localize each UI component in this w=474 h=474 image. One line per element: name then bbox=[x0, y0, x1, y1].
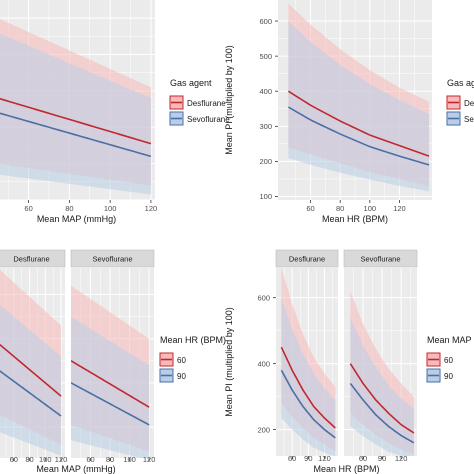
tr-legend: Gas agent Desflurane Sevoflurane bbox=[446, 78, 474, 126]
br-panel-0: 60 90 120 bbox=[276, 268, 338, 463]
x-tick-label: 60 bbox=[24, 204, 32, 213]
x-tick-label: 90 bbox=[304, 454, 312, 463]
x-tick-label: 120 bbox=[143, 455, 156, 464]
x-tick-label: 120 bbox=[318, 454, 331, 463]
x-tick-label: 100 bbox=[104, 204, 117, 213]
x-tick-label: 120 bbox=[393, 204, 406, 213]
x-tick-label: 80 bbox=[336, 204, 344, 213]
x-tick-label: 120 bbox=[55, 455, 68, 464]
legend-title: Mean HR (BPM) bbox=[160, 335, 226, 345]
x-tick-label: 60 bbox=[86, 455, 94, 464]
facet-strip bbox=[70, 249, 155, 268]
tl-panel-0: 60 80 100 120 bbox=[0, 0, 157, 213]
x-axis-title: Mean MAP (mmHg) bbox=[37, 214, 116, 224]
y-tick-label: 600 bbox=[259, 17, 272, 26]
y-axis-title: Mean PI (multiplied by 100) bbox=[224, 307, 234, 417]
y-tick-label: 500 bbox=[259, 52, 272, 61]
legend-entry-label: Desflurane bbox=[464, 99, 474, 108]
facet-strip bbox=[0, 249, 66, 268]
x-tick-label: 100 bbox=[364, 204, 377, 213]
x-tick-label: 100 bbox=[123, 455, 136, 464]
series-line-60 bbox=[280, 346, 336, 429]
br-legend: Mean MAP 60 90 bbox=[426, 335, 472, 383]
x-axis-title: Mean HR (BPM) bbox=[313, 464, 379, 474]
facet-strip-label: Desflurane bbox=[13, 255, 49, 264]
x-axis-title: Mean MAP (mmHg) bbox=[36, 464, 115, 474]
legend-entry-label: 60 bbox=[444, 356, 453, 365]
facet-strip-label: Sevoflurane bbox=[92, 255, 132, 264]
legend-entry-label: 90 bbox=[444, 372, 453, 381]
facet-strip-label: Sevoflurane bbox=[360, 255, 400, 264]
bl-legend: Mean HR (BPM) 60 90 bbox=[159, 335, 226, 383]
x-tick-label: 90 bbox=[378, 454, 386, 463]
ribbon-90 bbox=[71, 316, 150, 458]
x-tick-label: 80 bbox=[65, 204, 73, 213]
y-tick-label: 400 bbox=[259, 87, 272, 96]
bl-panel-0: 60 80 100 120 bbox=[0, 268, 67, 464]
x-tick-label: 80 bbox=[25, 455, 33, 464]
series-line-sevoflurane bbox=[0, 112, 152, 158]
y-tick-label: 600 bbox=[257, 293, 270, 302]
y-tick-label: 100 bbox=[259, 192, 272, 201]
ribbon-sevoflurane bbox=[288, 21, 430, 192]
legend-entry-label: Desflurane bbox=[187, 99, 226, 108]
ribbon-sevoflurane bbox=[0, 33, 151, 195]
y-tick-label: 200 bbox=[259, 157, 272, 166]
legend-entry-label: 90 bbox=[177, 372, 186, 381]
series-line-90 bbox=[71, 382, 150, 426]
series-line-sevoflurane bbox=[287, 106, 430, 166]
y-axis-title: Mean PI (multiplied by 100) bbox=[224, 45, 234, 155]
legend-entry-label: Sevoflurane bbox=[464, 115, 474, 124]
y-tick-label: 200 bbox=[257, 425, 270, 434]
x-tick-label: 60 bbox=[359, 454, 367, 463]
tr-panel-0: 60 80 100 120 bbox=[278, 0, 432, 213]
ribbon-90 bbox=[0, 305, 62, 456]
series-line-90 bbox=[349, 382, 415, 444]
x-tick-label: 100 bbox=[39, 455, 52, 464]
series-line-90 bbox=[280, 369, 336, 439]
legend-title: Gas agent bbox=[447, 78, 474, 88]
y-tick-label: 400 bbox=[257, 359, 270, 368]
x-tick-label: 60 bbox=[288, 454, 296, 463]
legend-entry-label: 60 bbox=[177, 356, 186, 365]
x-axis-title: Mean HR (BPM) bbox=[322, 214, 388, 224]
series-line-desflurane bbox=[0, 97, 152, 145]
x-tick-label: 120 bbox=[145, 204, 158, 213]
ribbon-90 bbox=[281, 297, 336, 456]
y-tick-label: 300 bbox=[259, 122, 272, 131]
facet-strip bbox=[343, 249, 418, 268]
tl-legend: Gas agent Desflurane Sevoflurane bbox=[169, 78, 230, 126]
series-line-60 bbox=[71, 360, 150, 408]
series-line-60 bbox=[349, 363, 415, 434]
x-tick-label: 120 bbox=[395, 454, 408, 463]
legend-title: Mean MAP bbox=[427, 335, 472, 345]
legend-entry-label: Sevoflurane bbox=[187, 115, 230, 124]
x-tick-label: 60 bbox=[10, 455, 18, 464]
legend-title: Gas agent bbox=[170, 78, 212, 88]
br-panel-1: 60 90 120 bbox=[344, 268, 417, 463]
facet-strip-label: Desflurane bbox=[289, 255, 325, 264]
series-line-90 bbox=[0, 370, 62, 417]
facet-strip bbox=[275, 249, 339, 268]
series-line-60 bbox=[0, 343, 62, 397]
x-tick-label: 80 bbox=[106, 455, 114, 464]
x-tick-label: 60 bbox=[306, 204, 314, 213]
series-line-desflurane bbox=[287, 90, 430, 157]
bl-panel-1: 60 80 100 120 bbox=[71, 268, 155, 464]
